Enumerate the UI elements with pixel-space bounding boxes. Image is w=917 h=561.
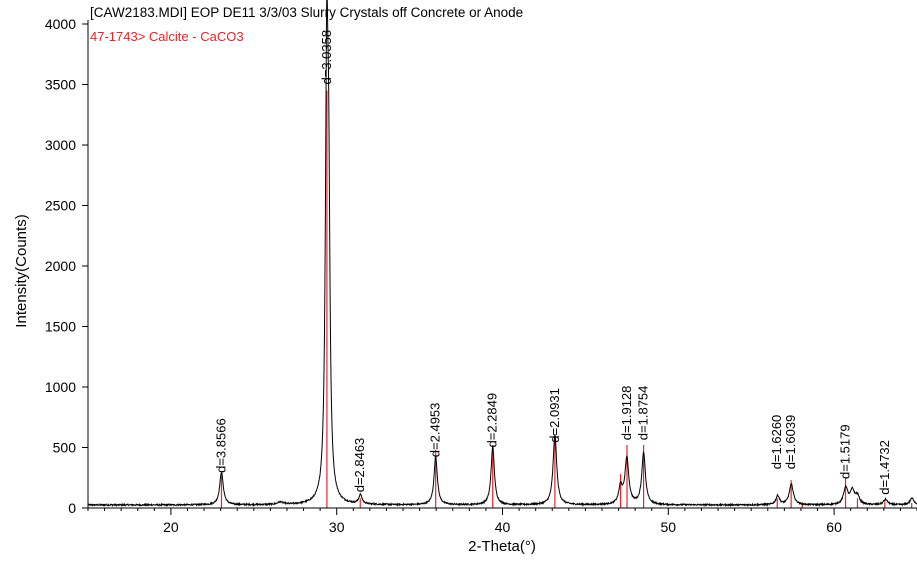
y-tick-label: 4000 xyxy=(45,16,76,32)
chart-title: [CAW2183.MDI] EOP DE11 3/3/03 Slurry Cry… xyxy=(90,5,523,20)
y-tick-label: 2000 xyxy=(45,258,76,274)
y-axis-label: Intensity(Counts) xyxy=(13,214,30,327)
y-tick-label: 500 xyxy=(53,440,77,456)
peak-label: d=2.4953 xyxy=(428,403,443,458)
x-tick-label: 60 xyxy=(826,519,842,535)
peak-label: d=2.8463 xyxy=(352,438,367,493)
ticks-layer: 0 500 1000 1500 2000 2500 3000 3500 4000 20 30 40 50… xyxy=(45,16,917,535)
y-tick-label: 1000 xyxy=(45,379,76,395)
y-tick-label: 3500 xyxy=(45,77,76,93)
x-tick-label: 50 xyxy=(661,519,677,535)
y-tick-label: 0 xyxy=(68,500,76,516)
peak-label: d=2.2849 xyxy=(485,393,500,448)
x-axis-label: 2-Theta(°) xyxy=(468,538,536,555)
x-tick-label: 40 xyxy=(495,519,511,535)
reference-pattern-label: 47-1743> Calcite - CaCO3 xyxy=(90,29,244,44)
peak-label: d=1.5179 xyxy=(838,424,853,479)
y-tick-label: 2500 xyxy=(45,198,76,214)
peak-labels-layer: d=3.8566 d=3.0358 d=2.8463 d=2.4953 d=2.2849… xyxy=(214,30,892,495)
diffraction-trace xyxy=(87,0,917,508)
peak-label: d=1.9128 xyxy=(619,386,634,441)
peak-label: d=1.6039 xyxy=(783,415,798,470)
peak-label: d=3.0358 xyxy=(319,30,334,85)
peak-label: d=2.0931 xyxy=(547,388,562,443)
x-tick-label: 20 xyxy=(163,519,179,535)
peak-label: d=1.6260 xyxy=(769,415,784,470)
y-tick-label: 3000 xyxy=(45,137,76,153)
peak-label: d=1.4732 xyxy=(877,440,892,495)
x-tick-label: 30 xyxy=(329,519,345,535)
peak-label: d=3.8566 xyxy=(214,418,229,473)
y-tick-label: 1500 xyxy=(45,319,76,335)
peak-label: d=1.8754 xyxy=(636,386,651,441)
